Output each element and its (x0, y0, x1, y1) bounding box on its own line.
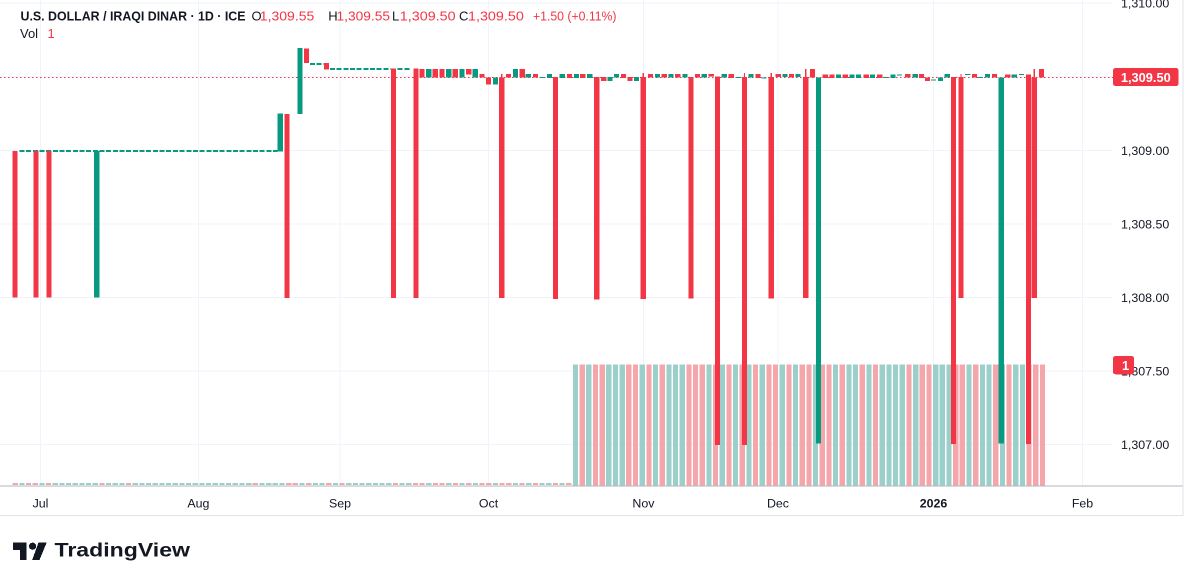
svg-text:1: 1 (48, 26, 55, 41)
svg-text:1,309.55: 1,309.55 (337, 8, 391, 23)
svg-text:Dec: Dec (767, 497, 789, 511)
svg-text:Nov: Nov (632, 497, 655, 511)
svg-text:1,309.50: 1,309.50 (400, 8, 456, 23)
svg-text:+1.50 (+0.11%): +1.50 (+0.11%) (533, 8, 617, 23)
svg-text:Vol: Vol (20, 26, 38, 41)
svg-text:Oct: Oct (479, 497, 499, 511)
svg-text:U.S. DOLLAR / IRAQI DINAR · 1D: U.S. DOLLAR / IRAQI DINAR · 1D · ICE (21, 8, 246, 23)
svg-text:1,309.50: 1,309.50 (1121, 70, 1171, 85)
svg-text:C: C (459, 8, 468, 23)
svg-text:1,309.55: 1,309.55 (260, 8, 315, 23)
svg-text:1,308.50: 1,308.50 (1121, 218, 1169, 232)
svg-text:TradingView: TradingView (55, 540, 191, 562)
svg-text:1,309.50: 1,309.50 (468, 8, 524, 23)
svg-text:Jul: Jul (33, 497, 49, 511)
svg-text:H: H (328, 8, 337, 23)
svg-text:2026: 2026 (920, 497, 948, 511)
svg-text:O: O (252, 8, 262, 23)
svg-text:1,308.00: 1,308.00 (1121, 291, 1169, 305)
svg-text:Sep: Sep (329, 497, 351, 511)
svg-text:1,307.00: 1,307.00 (1121, 438, 1169, 452)
svg-text:Aug: Aug (187, 497, 209, 511)
svg-text:L: L (392, 8, 399, 23)
svg-text:1,310.00: 1,310.00 (1121, 0, 1169, 11)
svg-text:1,309.00: 1,309.00 (1121, 144, 1169, 158)
svg-text:1: 1 (1122, 358, 1129, 373)
svg-text:Feb: Feb (1072, 497, 1093, 511)
